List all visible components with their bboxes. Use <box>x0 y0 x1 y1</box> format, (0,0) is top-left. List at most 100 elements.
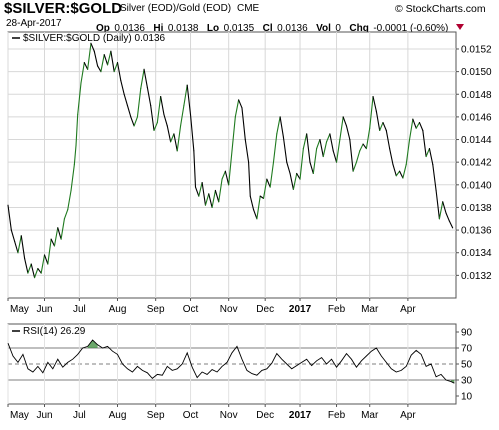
price-line-segment <box>73 144 77 165</box>
price-line-segment <box>194 186 200 197</box>
price-line-segment <box>389 148 394 165</box>
rsi-x-tick-label: 2017 <box>289 410 312 421</box>
rsi-x-tick-label: Jun <box>36 410 52 421</box>
price-line-segment <box>198 181 203 197</box>
price-line-segment <box>130 116 135 127</box>
price-line-segment <box>110 50 115 73</box>
price-legend: $SILVER:$GOLD (Daily) 0.0136 <box>12 33 166 44</box>
price-line-segment <box>306 133 311 163</box>
exchange-label: CME <box>237 3 260 14</box>
price-line-segment <box>228 150 233 186</box>
price-line-segment <box>33 268 39 279</box>
rsi-x-tick-label: Oct <box>183 410 199 421</box>
price-line-segment <box>136 88 142 118</box>
price-line-segment <box>375 110 381 132</box>
price-line-segment <box>395 170 401 177</box>
price-line-segment <box>180 105 185 127</box>
price-y-tick-label: 0.0142 <box>461 158 492 169</box>
price-line-segment <box>435 189 440 220</box>
price-panel-frame <box>7 31 457 299</box>
price-y-tick-label: 0.0132 <box>461 271 492 282</box>
rsi-x-tick-label: Mar <box>361 410 379 421</box>
price-line-segment <box>425 148 431 158</box>
price-x-tick-label: Mar <box>361 304 379 315</box>
price-line-segment <box>70 163 75 192</box>
price-line-segment <box>349 138 354 172</box>
price-line-segment <box>146 86 152 107</box>
price-line-segment <box>286 161 291 175</box>
price-line-segment <box>408 118 414 141</box>
price-line-segment <box>276 116 281 135</box>
price-line-segment <box>24 257 29 274</box>
price-line-segment <box>120 80 125 95</box>
price-line-segment <box>193 150 197 188</box>
price-line-segment <box>442 201 447 214</box>
quote-date: 28-Apr-2017 <box>6 18 62 29</box>
price-line-segment <box>87 42 92 70</box>
quote-label: Op <box>96 23 110 34</box>
price-line-segment <box>183 84 188 107</box>
price-line-segment <box>37 268 42 274</box>
price-line-segment <box>173 133 178 152</box>
price-line-segment <box>10 229 16 242</box>
quote-label: Hi <box>153 23 164 34</box>
price-line-segment <box>292 172 298 190</box>
rsi-x-tick-label: Apr <box>400 410 416 421</box>
price-line-segment <box>218 178 223 203</box>
quote-label: Vol <box>316 23 331 34</box>
price-line-segment <box>93 50 99 67</box>
price-y-tick-label: 0.0138 <box>461 203 492 214</box>
price-legend-text: $SILVER:$GOLD (Daily) 0.0136 <box>23 33 166 44</box>
price-line-segment <box>140 68 145 90</box>
price-line-segment <box>405 138 411 165</box>
price-line-segment <box>382 122 387 132</box>
rsi-x-tick-label: Dec <box>256 410 274 421</box>
price-line-segment <box>204 193 210 206</box>
price-line-segment <box>418 122 424 132</box>
price-line-segment <box>186 84 192 116</box>
price-line-segment <box>113 62 119 73</box>
price-line-segment <box>160 95 165 116</box>
price-line-segment <box>234 99 240 118</box>
price-y-tick-label: 0.0134 <box>461 248 492 259</box>
stockcharts-brand[interactable]: © StockCharts.com <box>395 3 486 15</box>
price-line-segment <box>97 65 102 73</box>
price-line-segment <box>77 82 82 116</box>
price-line-segment <box>156 95 162 124</box>
quote-value: 0.0136 <box>277 23 308 34</box>
rsi-x-tick-label: May <box>10 410 29 421</box>
price-line-segment <box>326 133 331 143</box>
price-line-segment <box>362 143 367 150</box>
price-line-segment <box>332 150 338 163</box>
quote-label: Cl <box>262 23 273 34</box>
price-x-tick-label: Apr <box>400 304 416 315</box>
quote-value: 0 <box>335 23 341 34</box>
price-line-segment <box>241 107 246 141</box>
rsi-x-tick-label: Feb <box>328 410 346 421</box>
price-line-segment <box>201 181 207 206</box>
price-line-segment <box>221 170 226 180</box>
price-x-tick-label: Sep <box>147 304 165 315</box>
quote-value: 0.0138 <box>167 23 199 34</box>
price-line-segment <box>17 235 22 254</box>
price-line-segment <box>432 163 437 192</box>
price-line-segment <box>27 263 32 274</box>
down-arrow-icon <box>455 23 464 30</box>
price-line-segment <box>163 114 168 127</box>
price-x-tick-label: Oct <box>183 304 199 315</box>
price-line-segment <box>319 138 324 158</box>
rsi-y-tick-label: 30 <box>461 376 473 387</box>
price-line-segment <box>170 133 175 143</box>
price-line-segment <box>272 133 278 163</box>
price-line-segment <box>208 193 213 208</box>
price-line-segment <box>309 161 314 175</box>
quote-value: 0.0135 <box>223 23 255 34</box>
price-line-segment <box>238 99 243 109</box>
price-line-segment <box>90 42 95 52</box>
price-line-segment <box>53 227 59 247</box>
price-line-segment <box>369 95 374 129</box>
price-line-segment <box>322 141 328 158</box>
price-line-segment <box>253 209 258 220</box>
price-x-tick-label: Jun <box>36 304 52 315</box>
symbol-title: $SILVER:$GOLD <box>4 0 123 17</box>
